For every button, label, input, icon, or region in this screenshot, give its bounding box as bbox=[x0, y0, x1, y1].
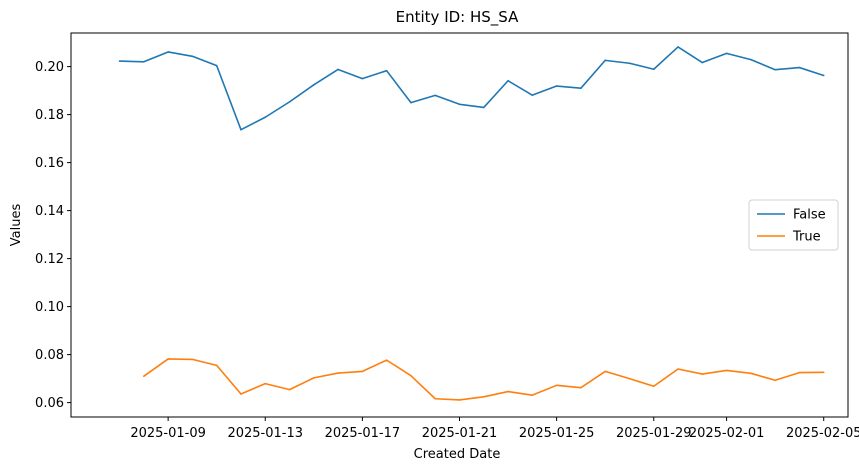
legend-label-false: False bbox=[793, 208, 826, 223]
data-point-true bbox=[240, 393, 242, 395]
x-tick-label: 2025-01-17 bbox=[325, 426, 401, 441]
data-point-true bbox=[531, 394, 534, 396]
data-point-false bbox=[750, 58, 752, 61]
data-point-false bbox=[701, 61, 704, 64]
data-point-false bbox=[191, 55, 194, 58]
data-point-true bbox=[313, 377, 315, 379]
data-point-true bbox=[652, 385, 655, 388]
data-point-true bbox=[288, 388, 291, 391]
data-point-false bbox=[264, 116, 267, 119]
data-point-false bbox=[774, 68, 776, 71]
data-point-false bbox=[580, 87, 582, 89]
data-point-false bbox=[604, 59, 606, 62]
y-tick-label: 0.18 bbox=[35, 108, 64, 123]
y-tick-label: 0.12 bbox=[35, 252, 64, 267]
data-point-false bbox=[798, 66, 801, 69]
legend-box bbox=[748, 199, 839, 251]
data-point-true bbox=[774, 379, 776, 382]
plot-area: 0.06 0.08 0.10 0.12 0.14 0.16 0.18 0.20 2025-01-… bbox=[35, 32, 859, 441]
data-point-false bbox=[482, 106, 485, 109]
y-tick-label: 0.10 bbox=[35, 300, 64, 315]
x-tick-label: 2025-01-13 bbox=[227, 426, 303, 441]
data-point-true bbox=[143, 375, 145, 378]
data-point-false bbox=[118, 60, 121, 62]
data-point-false bbox=[410, 101, 412, 104]
x-axis-label: Created Date bbox=[414, 447, 501, 462]
data-point-false bbox=[531, 94, 534, 96]
legend-label-true: True bbox=[792, 230, 821, 245]
data-point-true bbox=[167, 358, 169, 360]
data-point-false bbox=[385, 69, 388, 72]
data-point-true bbox=[725, 369, 728, 372]
x-tick-label: 2025-01-25 bbox=[519, 426, 595, 441]
y-tick-label: 0.16 bbox=[35, 156, 64, 171]
data-point-true bbox=[822, 371, 825, 374]
data-point-false bbox=[458, 103, 461, 106]
x-tick-label: 2025-01-21 bbox=[422, 426, 498, 441]
data-point-false bbox=[434, 94, 437, 97]
data-point-true bbox=[798, 371, 801, 374]
x-tick-label: 2025-01-29 bbox=[616, 426, 692, 441]
data-point-true bbox=[604, 370, 606, 373]
data-point-true bbox=[337, 372, 339, 374]
data-point-false bbox=[628, 62, 631, 65]
data-point-false bbox=[652, 68, 655, 71]
data-point-true bbox=[580, 386, 582, 389]
data-point-true bbox=[434, 397, 437, 400]
data-point-true bbox=[361, 370, 364, 373]
data-point-false bbox=[507, 79, 509, 82]
data-point-false bbox=[313, 84, 315, 86]
data-point-true bbox=[385, 359, 388, 361]
data-point-false bbox=[288, 101, 291, 103]
data-point-false bbox=[337, 68, 339, 71]
x-tick-label: 2025-01-09 bbox=[130, 426, 206, 441]
y-tick-label: 0.06 bbox=[35, 396, 64, 411]
data-point-true bbox=[458, 399, 461, 401]
data-point-true bbox=[482, 396, 485, 398]
data-point-true bbox=[191, 358, 194, 361]
data-point-true bbox=[701, 373, 704, 375]
series-line-true bbox=[143, 358, 824, 401]
data-point-true bbox=[750, 372, 752, 375]
data-point-false bbox=[240, 128, 242, 131]
series-line-false bbox=[119, 46, 824, 131]
data-point-false bbox=[361, 77, 364, 80]
y-axis-label: Values bbox=[9, 204, 24, 247]
legend: False True bbox=[748, 199, 839, 251]
chart-title: Entity ID: HS_SA bbox=[396, 8, 519, 27]
data-point-true bbox=[264, 382, 267, 385]
data-point-false bbox=[167, 51, 169, 53]
data-point-false bbox=[725, 52, 728, 55]
data-point-false bbox=[555, 85, 558, 87]
data-point-false bbox=[822, 74, 825, 77]
data-point-true bbox=[215, 364, 218, 367]
data-point-true bbox=[628, 377, 631, 380]
x-tick-label: 2025-02-05 bbox=[786, 426, 859, 441]
y-tick-label: 0.20 bbox=[35, 60, 64, 75]
data-point-true bbox=[555, 384, 558, 387]
data-point-false bbox=[215, 64, 218, 67]
y-tick-label: 0.14 bbox=[35, 204, 64, 219]
y-tick-label: 0.08 bbox=[35, 348, 64, 363]
data-point-true bbox=[410, 374, 412, 377]
data-point-true bbox=[507, 390, 509, 393]
x-tick-label: 2025-02-01 bbox=[689, 426, 765, 441]
data-point-false bbox=[143, 61, 145, 63]
data-point-false bbox=[677, 46, 679, 48]
data-point-true bbox=[677, 368, 679, 370]
